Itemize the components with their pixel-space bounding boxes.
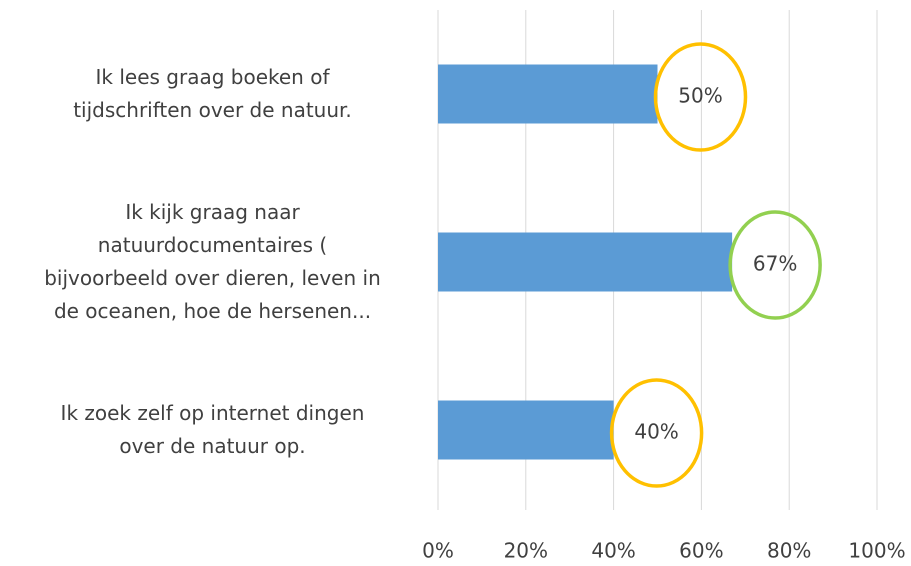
category-label: Ik zoek zelf op internet dingen over de … xyxy=(60,401,365,458)
x-tick-label: 80% xyxy=(767,539,811,563)
bar xyxy=(438,64,658,124)
x-tick-label: 40% xyxy=(591,539,635,563)
x-tick-label: 20% xyxy=(504,539,548,563)
data-label: 50% xyxy=(678,84,722,108)
x-tick-label: 60% xyxy=(679,539,723,563)
category-label: Ik lees graag boeken of tijdschriften ov… xyxy=(73,65,352,122)
bar xyxy=(438,232,733,292)
category-label: Ik kijk graag naar natuurdocumentaires (… xyxy=(44,200,381,323)
bar xyxy=(438,400,614,460)
x-tick-label: 100% xyxy=(848,539,905,563)
label-ring xyxy=(653,42,748,152)
data-label: 40% xyxy=(634,420,678,444)
label-ring xyxy=(728,210,822,320)
x-tick-label: 0% xyxy=(422,539,454,563)
label-ring xyxy=(609,378,704,488)
data-label: 67% xyxy=(753,252,797,276)
